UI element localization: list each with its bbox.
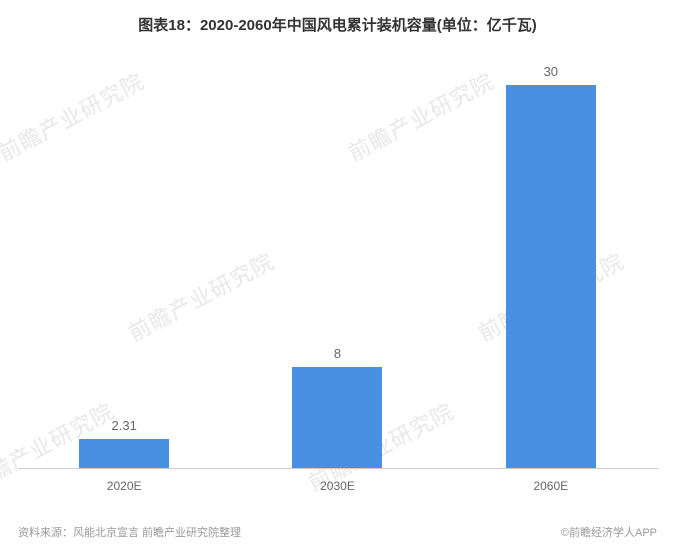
x-axis-label: 2060E	[461, 479, 641, 493]
bars-container: 2.31 8 30	[18, 59, 658, 469]
bar-value-label: 2.31	[112, 418, 137, 433]
x-axis-label: 2020E	[34, 479, 214, 493]
bar-group: 2.31	[34, 418, 214, 469]
bar-value-label: 8	[334, 346, 341, 361]
chart-footer: 资料来源：风能北京宣言 前瞻产业研究院整理 ©前瞻经济学人APP	[18, 524, 657, 540]
x-axis-labels: 2020E 2030E 2060E	[18, 479, 658, 493]
bar	[292, 367, 382, 470]
x-axis-label: 2030E	[247, 479, 427, 493]
source-label: 资料来源：风能北京宣言 前瞻产业研究院整理	[18, 524, 241, 540]
chart-area: 2.31 8 30 2020E 2030E 2060E	[18, 53, 658, 493]
bar-value-label: 30	[544, 64, 558, 79]
bar	[506, 85, 596, 469]
x-axis-line	[18, 468, 658, 469]
bar-group: 8	[247, 346, 427, 470]
chart-title: 图表18：2020-2060年中国风电累计装机容量(单位：亿千瓦)	[0, 0, 675, 45]
bar-group: 30	[461, 64, 641, 469]
bar	[79, 439, 169, 469]
brand-label: ©前瞻经济学人APP	[561, 524, 657, 540]
